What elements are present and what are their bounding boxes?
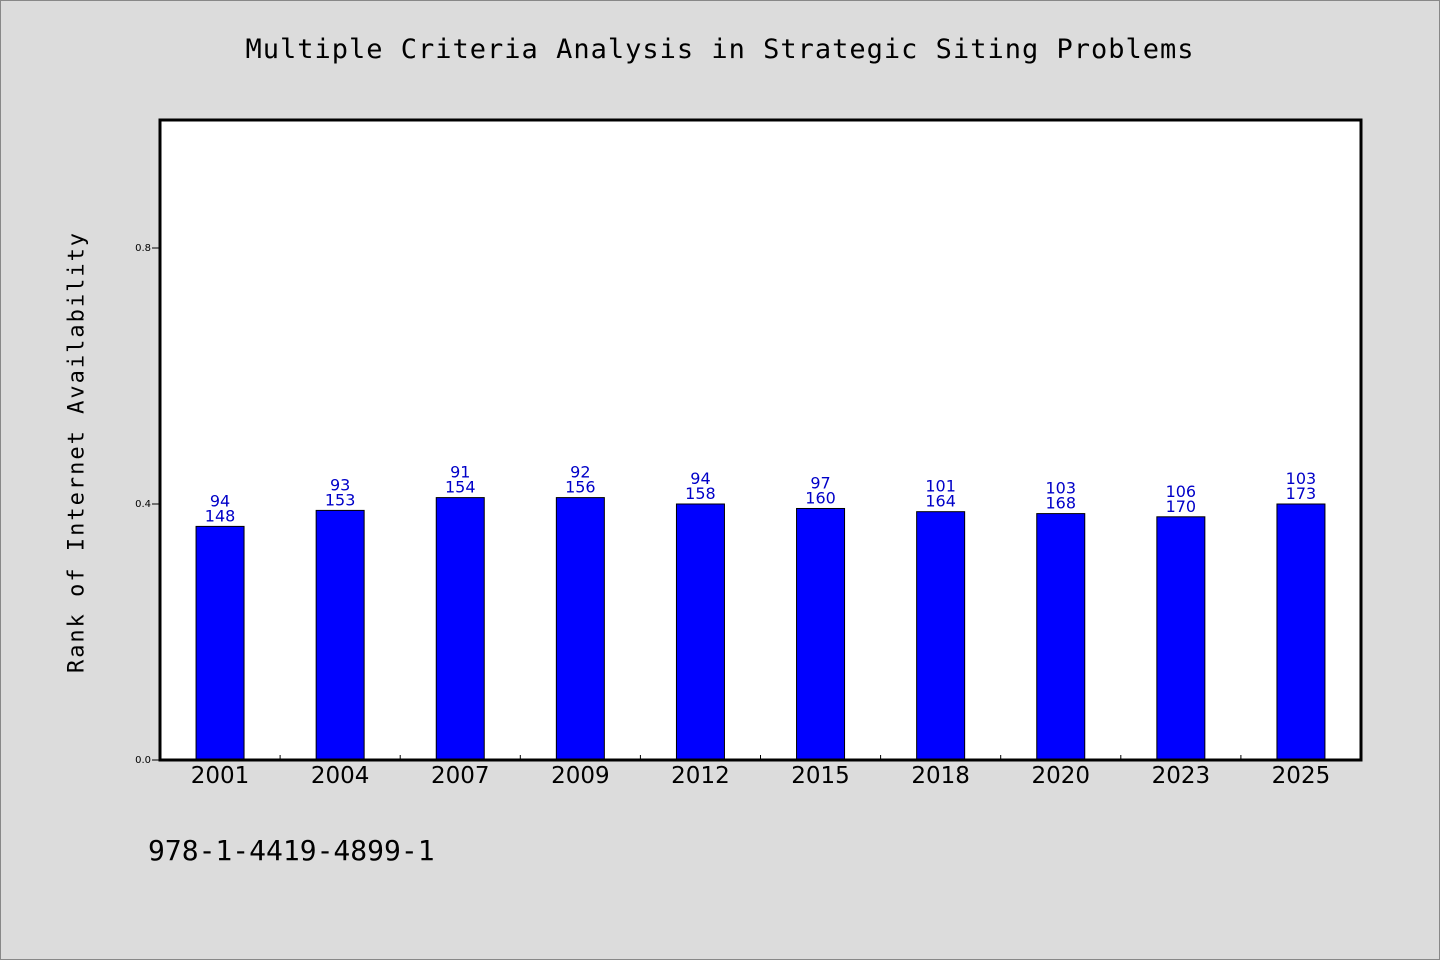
x-tick-label-2009: 2009 — [551, 763, 610, 789]
bar-label-bottom-2009: 156 — [565, 478, 596, 497]
bar-label-bottom-2025: 173 — [1286, 484, 1317, 503]
x-tick-label-2007: 2007 — [431, 763, 490, 789]
bar-2001 — [195, 525, 245, 761]
bar-label-top-2007: 91 — [450, 463, 470, 482]
bar-2015 — [796, 507, 846, 761]
x-tick-label-2001: 2001 — [191, 763, 250, 789]
bar-2009 — [555, 497, 605, 761]
bar-2012 — [675, 503, 725, 761]
bar-label-bottom-2004: 153 — [325, 490, 356, 509]
chart-title: Multiple Criteria Analysis in Strategic … — [245, 34, 1195, 65]
bar-label-top-2015: 97 — [810, 473, 830, 492]
bar-label-top-2004: 93 — [330, 475, 350, 494]
bar-label-bottom-2020: 168 — [1045, 494, 1076, 513]
bar-label-bottom-2018: 164 — [925, 492, 956, 511]
x-tick-label-2004: 2004 — [311, 763, 370, 789]
bar-label-top-2009: 92 — [570, 463, 590, 482]
bar-2023 — [1156, 516, 1206, 761]
bar-label-bottom-2015: 160 — [805, 488, 836, 507]
bar-label-top-2023: 106 — [1166, 482, 1197, 501]
bar-label-bottom-2007: 154 — [445, 478, 476, 497]
x-tick-label-2018: 2018 — [911, 763, 970, 789]
bar-2025 — [1276, 503, 1326, 761]
bar-label-bottom-2023: 170 — [1166, 497, 1197, 516]
y-tick-label-2: 0.8 — [135, 243, 151, 254]
bar-label-bottom-2001: 148 — [205, 506, 236, 525]
bar-2018 — [916, 511, 966, 761]
bar-label-top-2018: 101 — [925, 477, 956, 496]
isbn-text: 978-1-4419-4899-1 — [148, 834, 435, 867]
plot-border — [158, 118, 1363, 762]
y-tick-label-1: 0.4 — [135, 499, 151, 510]
bar-label-top-2020: 103 — [1045, 479, 1076, 498]
bar-label-top-2025: 103 — [1286, 469, 1317, 488]
x-tick-label-2015: 2015 — [791, 763, 850, 789]
x-tick-label-2020: 2020 — [1031, 763, 1090, 789]
x-tick-label-2012: 2012 — [671, 763, 730, 789]
bar-label-top-2012: 94 — [690, 469, 710, 488]
bar-label-top-2001: 94 — [210, 491, 230, 510]
y-tick-label-0: 0.0 — [135, 755, 151, 766]
x-tick-label-2023: 2023 — [1152, 763, 1211, 789]
bar-label-bottom-2012: 158 — [685, 484, 716, 503]
bar-2020 — [1036, 513, 1086, 761]
bar-2007 — [435, 497, 485, 761]
x-tick-label-2025: 2025 — [1272, 763, 1331, 789]
bar-2004 — [315, 509, 365, 761]
